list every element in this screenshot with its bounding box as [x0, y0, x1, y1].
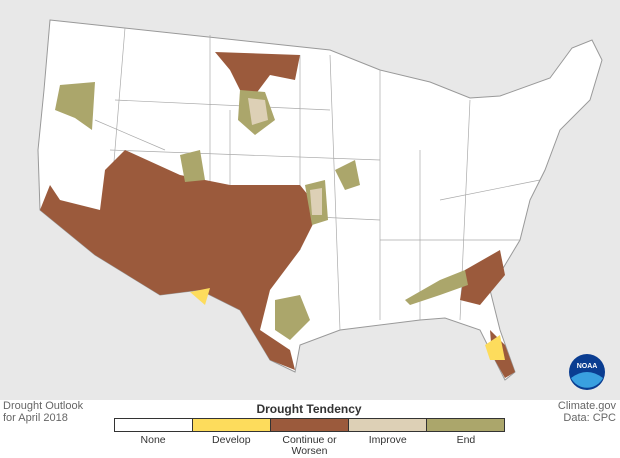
- legend-label: End: [456, 434, 476, 446]
- drought-end: [180, 150, 205, 182]
- legend-label: Improve: [368, 434, 407, 446]
- drought-continue: [215, 52, 300, 95]
- legend-label: None: [140, 434, 166, 446]
- caption: Drought Outlook for April 2018: [3, 400, 83, 424]
- credit-line: Climate.gov: [557, 400, 616, 412]
- legend-swatch: [192, 419, 270, 431]
- legend-swatch: [115, 419, 192, 431]
- credit-line: Data: CPC: [563, 412, 616, 424]
- noaa-logo-wave: [571, 372, 603, 388]
- legend-swatch: [348, 419, 426, 431]
- legend-bar: [114, 418, 505, 432]
- credit: Climate.gov Data: CPC: [558, 400, 616, 424]
- drought-develop: [485, 335, 505, 360]
- legend-title: Drought Tendency: [256, 402, 362, 416]
- drought-end: [335, 160, 360, 190]
- drought-end: [55, 82, 95, 130]
- logo-text: NOAA: [577, 363, 598, 370]
- drought-continue: [40, 150, 320, 370]
- drought-improve: [310, 188, 322, 215]
- drought-continue: [460, 250, 505, 305]
- drought-improve: [248, 98, 268, 125]
- legend-swatch: [270, 419, 348, 431]
- drought-develop: [190, 288, 210, 305]
- legend-label: Develop: [212, 434, 251, 446]
- legend-swatch: [426, 419, 504, 431]
- legend-label: Continue or Worsen: [282, 434, 337, 457]
- drought-end: [275, 295, 310, 340]
- caption-line: Drought Outlook: [3, 400, 84, 412]
- legend-labels: None Develop Continue or Worsen Improve End: [114, 435, 505, 457]
- drought-end: [405, 270, 468, 305]
- caption-line: for April 2018: [3, 412, 68, 424]
